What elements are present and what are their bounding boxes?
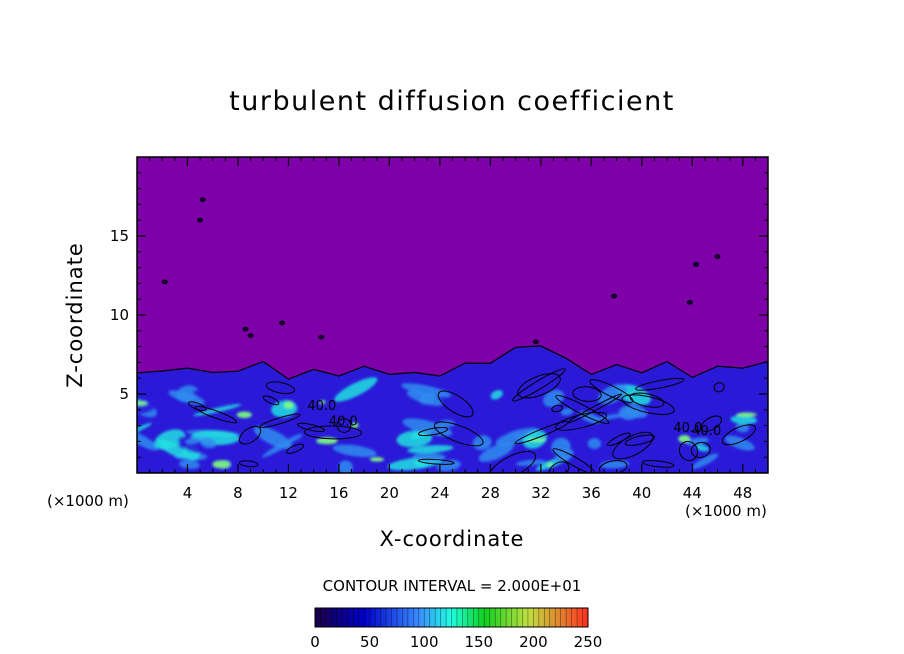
y-axis: 5 10 15 (110, 172, 768, 458)
colorbar-tick-label: 0 (310, 633, 320, 651)
colorbar-tick-label: 100 (410, 633, 439, 651)
x-tick-label: 24 (430, 484, 449, 502)
x-axis: 4 8 12 16 20 24 28 32 36 40 44 48 (149, 157, 756, 502)
x-tick-label: 20 (380, 484, 399, 502)
x-tick-label: 8 (233, 484, 243, 502)
x-tick-label: 12 (279, 484, 298, 502)
colorbar-tick-label: 200 (519, 633, 548, 651)
x-tick-label: 4 (183, 484, 193, 502)
y-tick-label: 5 (119, 385, 129, 403)
x-tick-label: 48 (733, 484, 752, 502)
contour-label: 40.0 (307, 399, 336, 414)
x-tick-label: 44 (683, 484, 702, 502)
x-unit-left: (×1000 m) (47, 492, 129, 510)
x-axis-label: X-coordinate (379, 527, 525, 551)
x-tick-label: 32 (531, 484, 550, 502)
colorbar-tick-label: 250 (574, 633, 603, 651)
y-tick-label: 10 (110, 306, 129, 324)
colorbar-tick-label: 150 (464, 633, 493, 651)
contour-interval: CONTOUR INTERVAL = 2.000E+01 (322, 577, 582, 595)
x-tick-label: 36 (582, 484, 601, 502)
chart-title: turbulent diffusion coefficient (229, 86, 675, 117)
y-axis-label: Z-coordinate (63, 242, 87, 388)
colorbar-tick-label: 50 (360, 633, 379, 651)
contour-label: 40.0 (692, 424, 721, 439)
x-tick-label: 28 (481, 484, 500, 502)
x-tick-label: 16 (329, 484, 348, 502)
colorbar-ticks: 0 50 100 150 200 250 (310, 633, 602, 651)
y-tick-label: 15 (110, 227, 129, 245)
x-tick-label: 40 (632, 484, 651, 502)
x-unit-right: (×1000 m) (685, 502, 767, 520)
isolated-patches (161, 197, 721, 345)
eddy-contours (188, 368, 757, 473)
contour-labels: 40.040.0 40.040.0 (307, 399, 721, 439)
colorbar-stripes (320, 608, 583, 627)
contour-label: 40.0 (673, 421, 702, 436)
contour-label: 40.0 (329, 415, 358, 430)
